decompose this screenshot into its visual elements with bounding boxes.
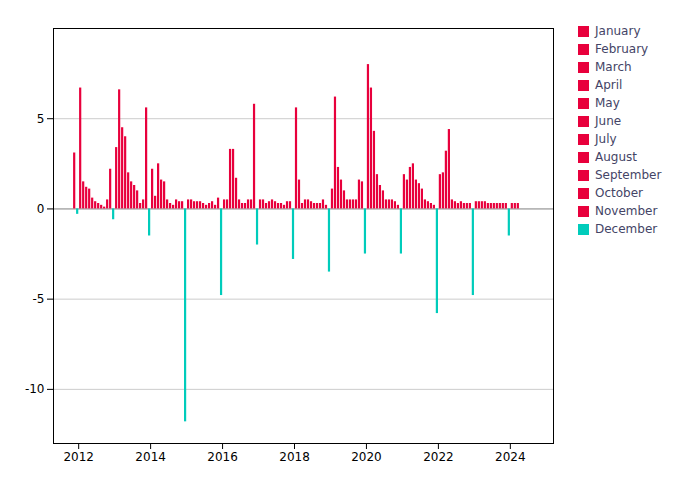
svg-text:2024: 2024 <box>495 450 526 464</box>
html-text:November: November <box>595 204 658 218</box>
html-text:January: January <box>595 24 641 38</box>
html-text:June: June <box>595 114 622 128</box>
svg-text:2020: 2020 <box>351 450 382 464</box>
html-text:March: March <box>595 60 632 74</box>
html-text:May: May <box>595 96 620 110</box>
svg-text:5: 5 <box>37 112 45 126</box>
html-text:December: December <box>595 222 658 236</box>
html-text:October: October <box>595 186 643 200</box>
svg-text:2016: 2016 <box>207 450 238 464</box>
svg-text:2012: 2012 <box>63 450 94 464</box>
svg-text:0: 0 <box>37 202 45 216</box>
svg-text:-10: -10 <box>25 382 45 396</box>
html-text:September: September <box>595 168 662 182</box>
html-text:February: February <box>595 42 649 56</box>
svg-text:2022: 2022 <box>423 450 454 464</box>
html-text:August: August <box>595 150 637 164</box>
html-text:April: April <box>595 78 623 92</box>
svg-text:2014: 2014 <box>135 450 166 464</box>
html-text:July: July <box>595 132 617 146</box>
svg-text:2018: 2018 <box>279 450 310 464</box>
svg-text:-5: -5 <box>33 292 45 306</box>
